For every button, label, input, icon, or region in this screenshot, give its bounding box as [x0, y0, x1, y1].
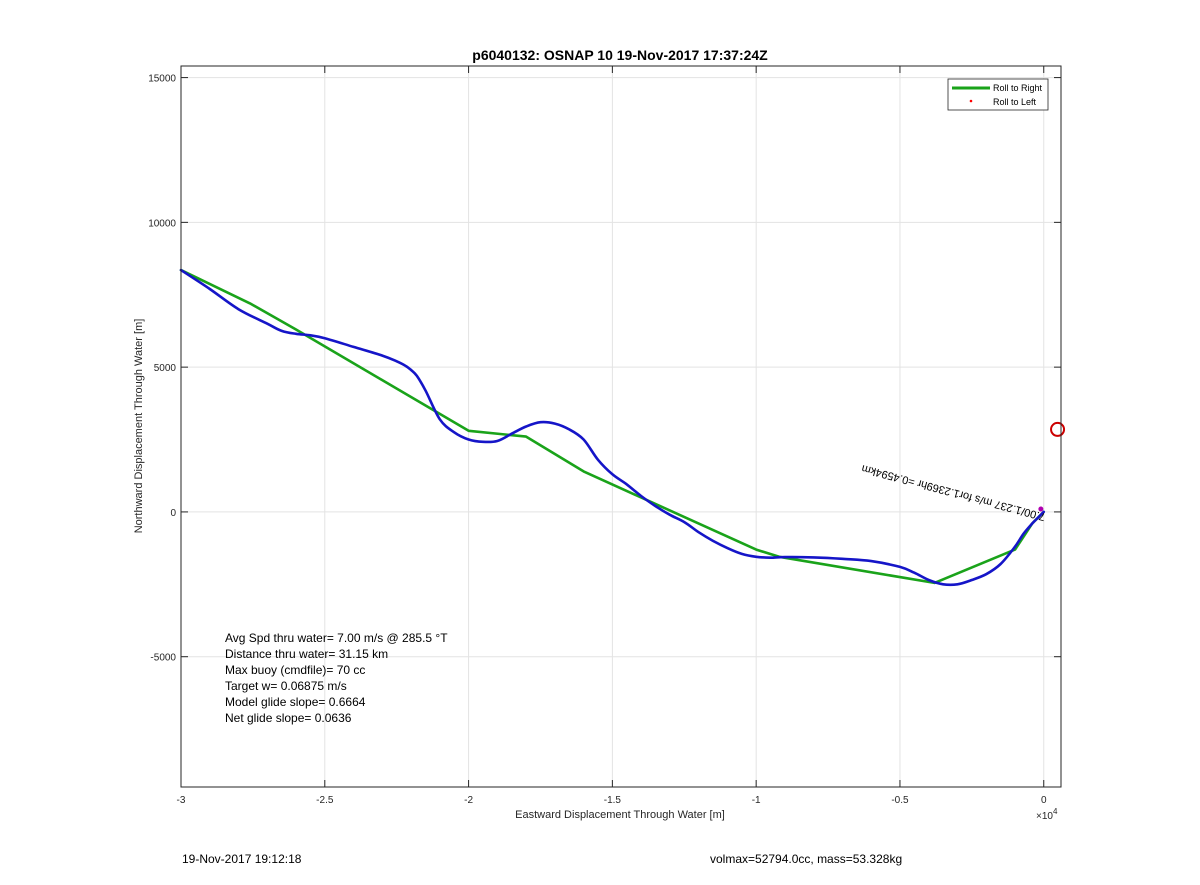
x-axis-label: Eastward Displacement Through Water [m]	[515, 809, 725, 821]
x-tick-label: -1	[752, 795, 761, 806]
x-tick-label: -0.5	[891, 795, 909, 806]
grid-lines	[180, 66, 1061, 787]
x-tick-label: -2.5	[316, 795, 334, 806]
stats-block: Avg Spd thru water= 7.00 m/s @ 285.5 °T …	[225, 631, 448, 725]
legend: Roll to Right Roll to Left	[947, 78, 1049, 111]
y-axis-label: Northward Displacement Through Water [m]	[133, 319, 145, 534]
tick-labels: -3 -2.5 -2 -1.5 -1 -0.5 0 -5000 0 5000 10000 15000	[148, 74, 1047, 806]
y-tick-label: 15000	[148, 74, 176, 85]
x-multiplier-exponent: 4	[1053, 807, 1058, 816]
legend-label-roll-right: Roll to Right	[993, 83, 1043, 93]
footer-timestamp: 19-Nov-2017 19:12:18	[182, 852, 302, 866]
chart-title: p6040132: OSNAP 10 19-Nov-2017 17:37:24Z	[472, 47, 768, 63]
x-tick-label: -3	[177, 795, 186, 806]
series-line-track	[179, 268, 1045, 587]
stat-target-w: Target w= 0.06875 m/s	[225, 679, 347, 693]
stat-max-buoy: Max buoy (cmdfile)= 70 cc	[225, 663, 365, 677]
series-line-roll-right	[179, 268, 1045, 585]
x-tick-label: 0	[1041, 795, 1047, 806]
footer-vol-mass: volmax=52794.0cc, mass=53.328kg	[710, 852, 903, 866]
legend-label-roll-left: Roll to Left	[993, 97, 1037, 107]
red-circle-marker	[1050, 421, 1066, 437]
axes-box	[180, 65, 1062, 788]
stat-model-glide: Model glide slope= 0.6664	[225, 695, 366, 709]
x-tick-label: -1.5	[604, 795, 622, 806]
y-tick-label: 0	[170, 508, 176, 519]
stat-avg-speed: Avg Spd thru water= 7.00 m/s @ 285.5 °T	[225, 631, 448, 645]
speed-segment-annotation: 7.00/1.237 m/s for1.2369hr =0.4594km	[860, 462, 1047, 523]
stat-distance: Distance thru water= 31.15 km	[225, 647, 388, 661]
x-multiplier-base: ×10	[1036, 811, 1053, 822]
series-group	[179, 268, 1045, 587]
legend-swatch-roll-left	[969, 99, 973, 103]
marker-group	[1038, 421, 1066, 512]
end-point-marker	[1038, 506, 1044, 512]
legend-box	[947, 78, 1049, 111]
y-tick-label: 5000	[154, 363, 177, 374]
y-tick-label: 10000	[148, 218, 176, 229]
y-tick-label: -5000	[150, 653, 176, 664]
x-axis-multiplier: ×104	[1036, 807, 1058, 822]
x-tick-label: -2	[464, 795, 473, 806]
stat-net-glide: Net glide slope= 0.0636	[225, 711, 352, 725]
